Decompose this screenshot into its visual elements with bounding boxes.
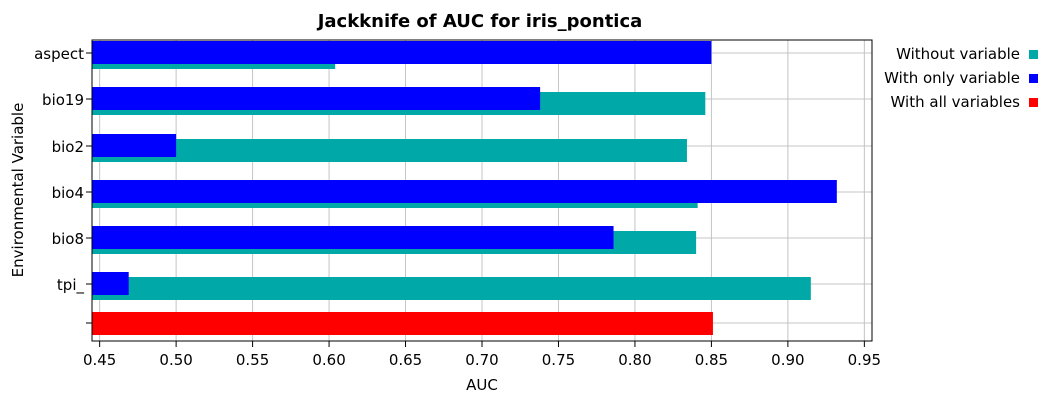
bar-with-only-variable (92, 134, 177, 157)
y-axis-label: Environmental Variable (9, 103, 27, 278)
legend: Without variable With only variable With… (870, 44, 1046, 116)
legend-swatch (1029, 74, 1038, 83)
x-tick-label: 0.55 (236, 351, 269, 369)
bar-with-only-variable (92, 272, 129, 295)
x-tick-label: 0.50 (159, 351, 192, 369)
x-tick-label: 0.95 (848, 351, 881, 369)
bar-with-all-variables (92, 312, 713, 335)
legend-item-with-only-variable: With only variable (870, 68, 1046, 92)
bar-without-variable (92, 277, 811, 300)
chart-title: Jackknife of AUC for iris_pontica (316, 11, 643, 32)
legend-label: With all variables (890, 93, 1020, 111)
bars-group (92, 41, 837, 335)
legend-item-without-variable: Without variable (870, 44, 1046, 68)
x-tick-label: 0.75 (542, 351, 575, 369)
y-tick-label: bio8 (52, 230, 84, 248)
x-tick-label: 0.90 (771, 351, 804, 369)
x-tick-label: 0.65 (389, 351, 422, 369)
y-axis: aspect bio19 bio2 bio4 bio8 tpi_ (34, 45, 92, 324)
bar-with-only-variable (92, 180, 837, 203)
y-tick-label: bio19 (42, 91, 84, 109)
bar-with-only-variable (92, 226, 614, 249)
x-tick-label: 0.85 (695, 351, 728, 369)
x-tick-label: 0.60 (312, 351, 345, 369)
bar-without-variable (92, 139, 687, 162)
y-tick-label: bio2 (52, 138, 84, 156)
bar-with-only-variable (92, 87, 541, 110)
legend-label: Without variable (896, 45, 1020, 63)
legend-label: With only variable (884, 69, 1020, 87)
x-axis: 0.45 0.50 0.55 0.60 0.65 0.70 0.75 0.80 0.85 0.90… (83, 341, 881, 369)
x-tick-label: 0.45 (83, 351, 116, 369)
x-tick-label: 0.70 (465, 351, 498, 369)
legend-swatch (1029, 50, 1038, 59)
y-tick-label: bio4 (52, 184, 84, 202)
y-tick-label: tpi_ (57, 276, 85, 295)
y-tick-label: aspect (34, 45, 84, 63)
legend-item-with-all-variables: With all variables (870, 92, 1046, 116)
x-tick-label: 0.80 (618, 351, 651, 369)
bar-with-only-variable (92, 41, 712, 64)
legend-swatch (1029, 98, 1038, 107)
x-axis-label: AUC (466, 376, 498, 394)
